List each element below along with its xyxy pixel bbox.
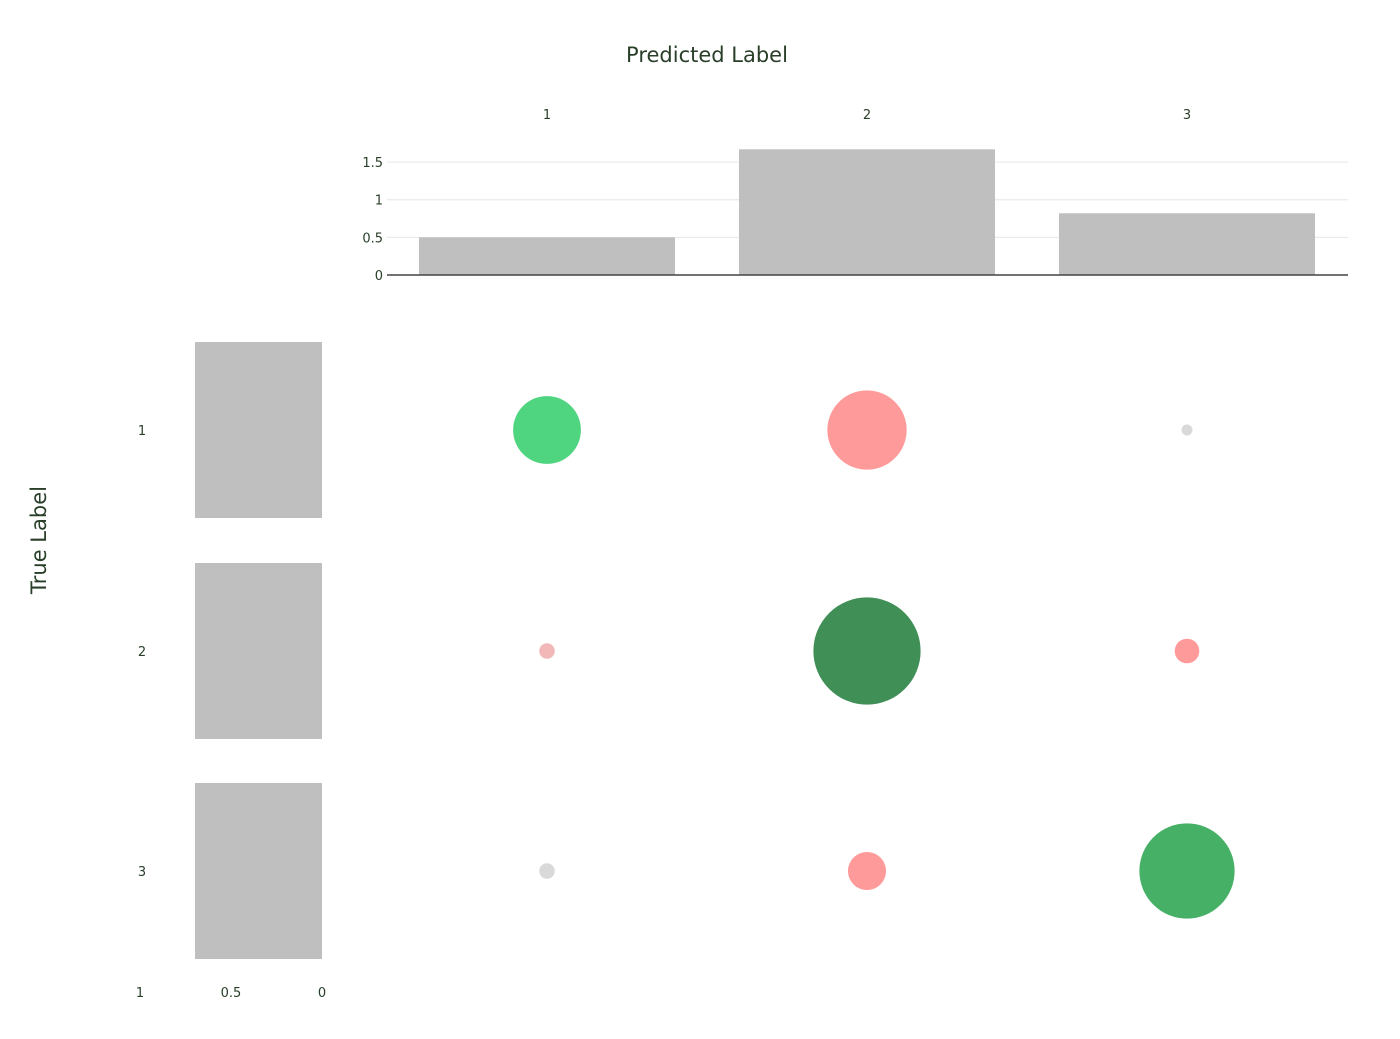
matrix-bubble bbox=[1139, 823, 1235, 919]
side-x-tick-label: 1 bbox=[136, 986, 144, 1001]
bubble-matrix bbox=[513, 390, 1235, 919]
x-axis-title: Predicted Label bbox=[626, 43, 788, 67]
side-bar bbox=[195, 563, 322, 739]
top-bar-chart: 0 0.5 1 1.5 1 2 3 bbox=[362, 108, 1348, 284]
matrix-bubble bbox=[1181, 424, 1193, 436]
side-bar-chart: 1 2 3 1 0.5 0 bbox=[136, 342, 326, 1001]
top-x-tick-label: 3 bbox=[1183, 108, 1191, 123]
matrix-bubble bbox=[539, 643, 555, 659]
matrix-bubble bbox=[539, 863, 555, 879]
top-y-tick-label: 0 bbox=[375, 269, 383, 284]
y-axis-title: True Label bbox=[27, 486, 51, 595]
side-x-tick-label: 0 bbox=[318, 986, 326, 1001]
matrix-bubble bbox=[827, 390, 907, 470]
matrix-bubble bbox=[1174, 638, 1200, 664]
top-y-tick-label: 1.5 bbox=[362, 156, 383, 171]
top-bar bbox=[739, 149, 995, 275]
side-x-tick-label: 0.5 bbox=[221, 986, 242, 1001]
side-bar bbox=[195, 342, 322, 518]
row-tick-label: 2 bbox=[138, 645, 146, 660]
top-y-tick-label: 0.5 bbox=[362, 231, 383, 246]
top-bar bbox=[1059, 213, 1315, 275]
row-tick-label: 1 bbox=[138, 424, 146, 439]
top-x-tick-label: 1 bbox=[543, 108, 551, 123]
matrix-bubble bbox=[847, 851, 887, 891]
side-bar bbox=[195, 783, 322, 959]
matrix-bubble bbox=[513, 396, 581, 464]
top-y-tick-label: 1 bbox=[375, 194, 383, 209]
matrix-bubble bbox=[813, 597, 921, 705]
top-bar bbox=[419, 237, 675, 275]
top-x-tick-label: 2 bbox=[863, 108, 871, 123]
row-tick-label: 3 bbox=[138, 865, 146, 880]
